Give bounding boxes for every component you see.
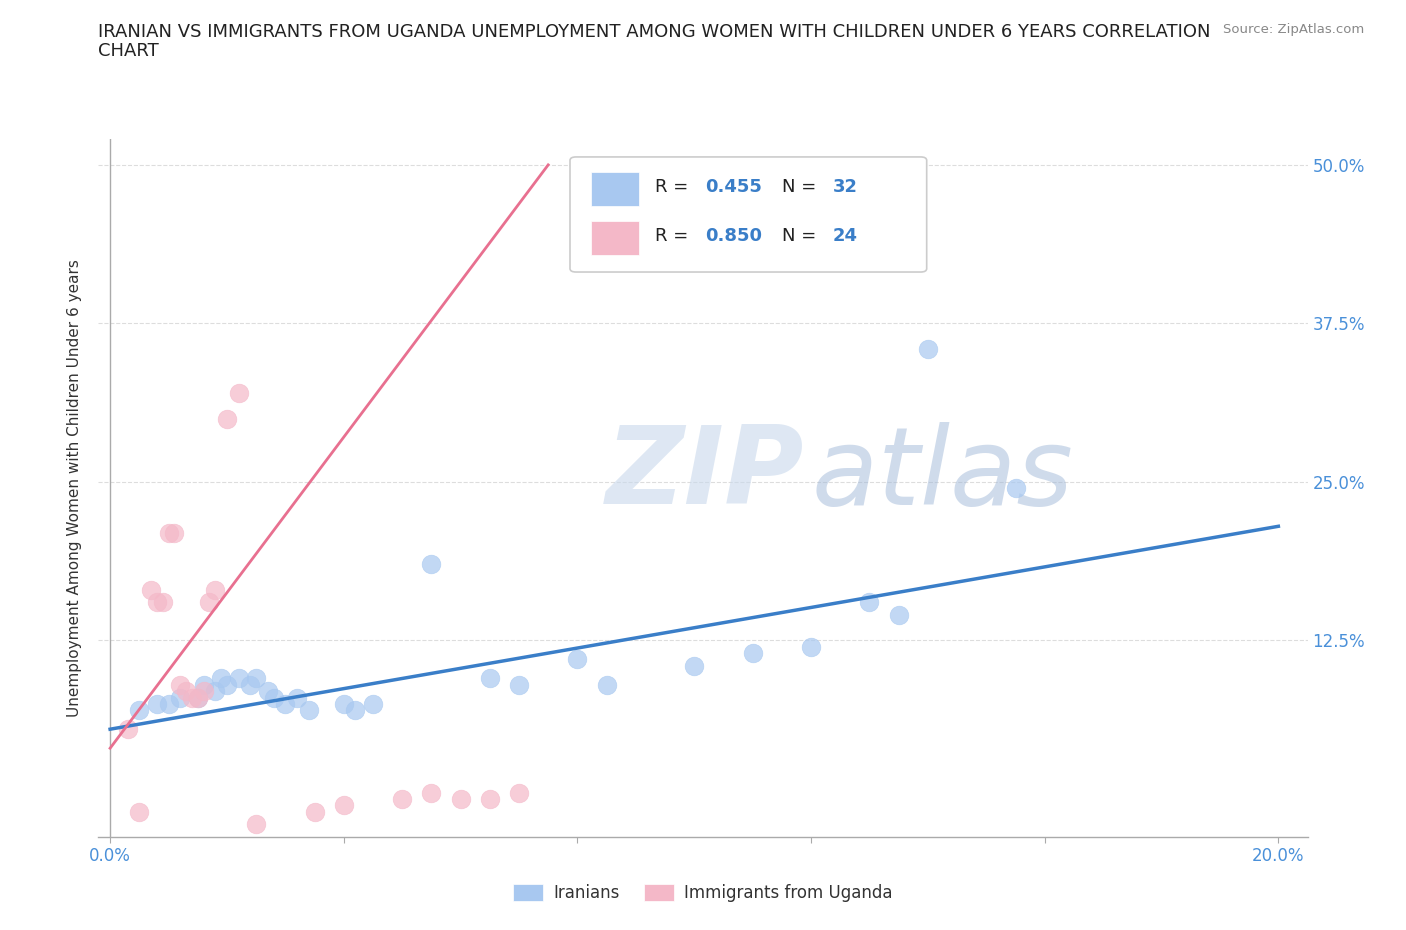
- Point: [478, 671, 501, 686]
- Point: [146, 595, 169, 610]
- Point: [245, 817, 267, 831]
- Point: [117, 722, 139, 737]
- Point: [157, 697, 180, 711]
- Point: [204, 582, 226, 597]
- Point: [163, 525, 186, 540]
- Y-axis label: Unemployment Among Women with Children Under 6 years: Unemployment Among Women with Children U…: [67, 259, 83, 717]
- Point: [508, 677, 530, 692]
- Point: [263, 690, 285, 705]
- Point: [128, 804, 150, 819]
- Point: [139, 582, 162, 597]
- Point: [215, 411, 238, 426]
- Point: [174, 684, 197, 698]
- Legend: Iranians, Immigrants from Uganda: Iranians, Immigrants from Uganda: [506, 877, 900, 909]
- Point: [917, 341, 939, 356]
- Point: [478, 791, 501, 806]
- Text: 0.850: 0.850: [706, 227, 762, 245]
- Text: CHART: CHART: [98, 42, 159, 60]
- Point: [285, 690, 308, 705]
- Point: [274, 697, 297, 711]
- Point: [332, 798, 354, 813]
- Text: N =: N =: [782, 178, 821, 196]
- Text: IRANIAN VS IMMIGRANTS FROM UGANDA UNEMPLOYMENT AMONG WOMEN WITH CHILDREN UNDER 6: IRANIAN VS IMMIGRANTS FROM UGANDA UNEMPL…: [98, 23, 1211, 41]
- Point: [245, 671, 267, 686]
- Point: [169, 677, 191, 692]
- Point: [193, 677, 215, 692]
- Point: [228, 671, 250, 686]
- Point: [239, 677, 262, 692]
- Text: R =: R =: [655, 227, 693, 245]
- Point: [741, 645, 763, 660]
- Point: [887, 607, 910, 622]
- Text: ZIP: ZIP: [606, 421, 804, 527]
- Point: [450, 791, 472, 806]
- Point: [391, 791, 413, 806]
- Point: [152, 595, 174, 610]
- Point: [128, 703, 150, 718]
- Point: [508, 785, 530, 800]
- Point: [187, 690, 209, 705]
- Point: [146, 697, 169, 711]
- Point: [193, 684, 215, 698]
- Point: [228, 386, 250, 401]
- Point: [683, 658, 706, 673]
- Text: 32: 32: [832, 178, 858, 196]
- Text: 0.455: 0.455: [706, 178, 762, 196]
- Point: [595, 677, 617, 692]
- Point: [157, 525, 180, 540]
- Point: [204, 684, 226, 698]
- Point: [858, 595, 880, 610]
- Bar: [591, 221, 638, 255]
- Point: [169, 690, 191, 705]
- Point: [361, 697, 384, 711]
- Point: [567, 652, 589, 667]
- Point: [800, 639, 823, 654]
- Text: N =: N =: [782, 227, 821, 245]
- Point: [187, 690, 209, 705]
- Point: [304, 804, 326, 819]
- Point: [420, 785, 443, 800]
- Point: [215, 677, 238, 692]
- Point: [344, 703, 367, 718]
- Point: [1004, 481, 1026, 496]
- Point: [180, 690, 202, 705]
- Point: [256, 684, 278, 698]
- Point: [198, 595, 221, 610]
- Point: [332, 697, 354, 711]
- FancyBboxPatch shape: [569, 157, 927, 272]
- Text: atlas: atlas: [811, 422, 1074, 526]
- Text: R =: R =: [655, 178, 693, 196]
- Point: [298, 703, 321, 718]
- Bar: [591, 172, 638, 206]
- Text: 24: 24: [832, 227, 858, 245]
- Point: [209, 671, 232, 686]
- Point: [420, 557, 443, 572]
- Text: Source: ZipAtlas.com: Source: ZipAtlas.com: [1223, 23, 1364, 36]
